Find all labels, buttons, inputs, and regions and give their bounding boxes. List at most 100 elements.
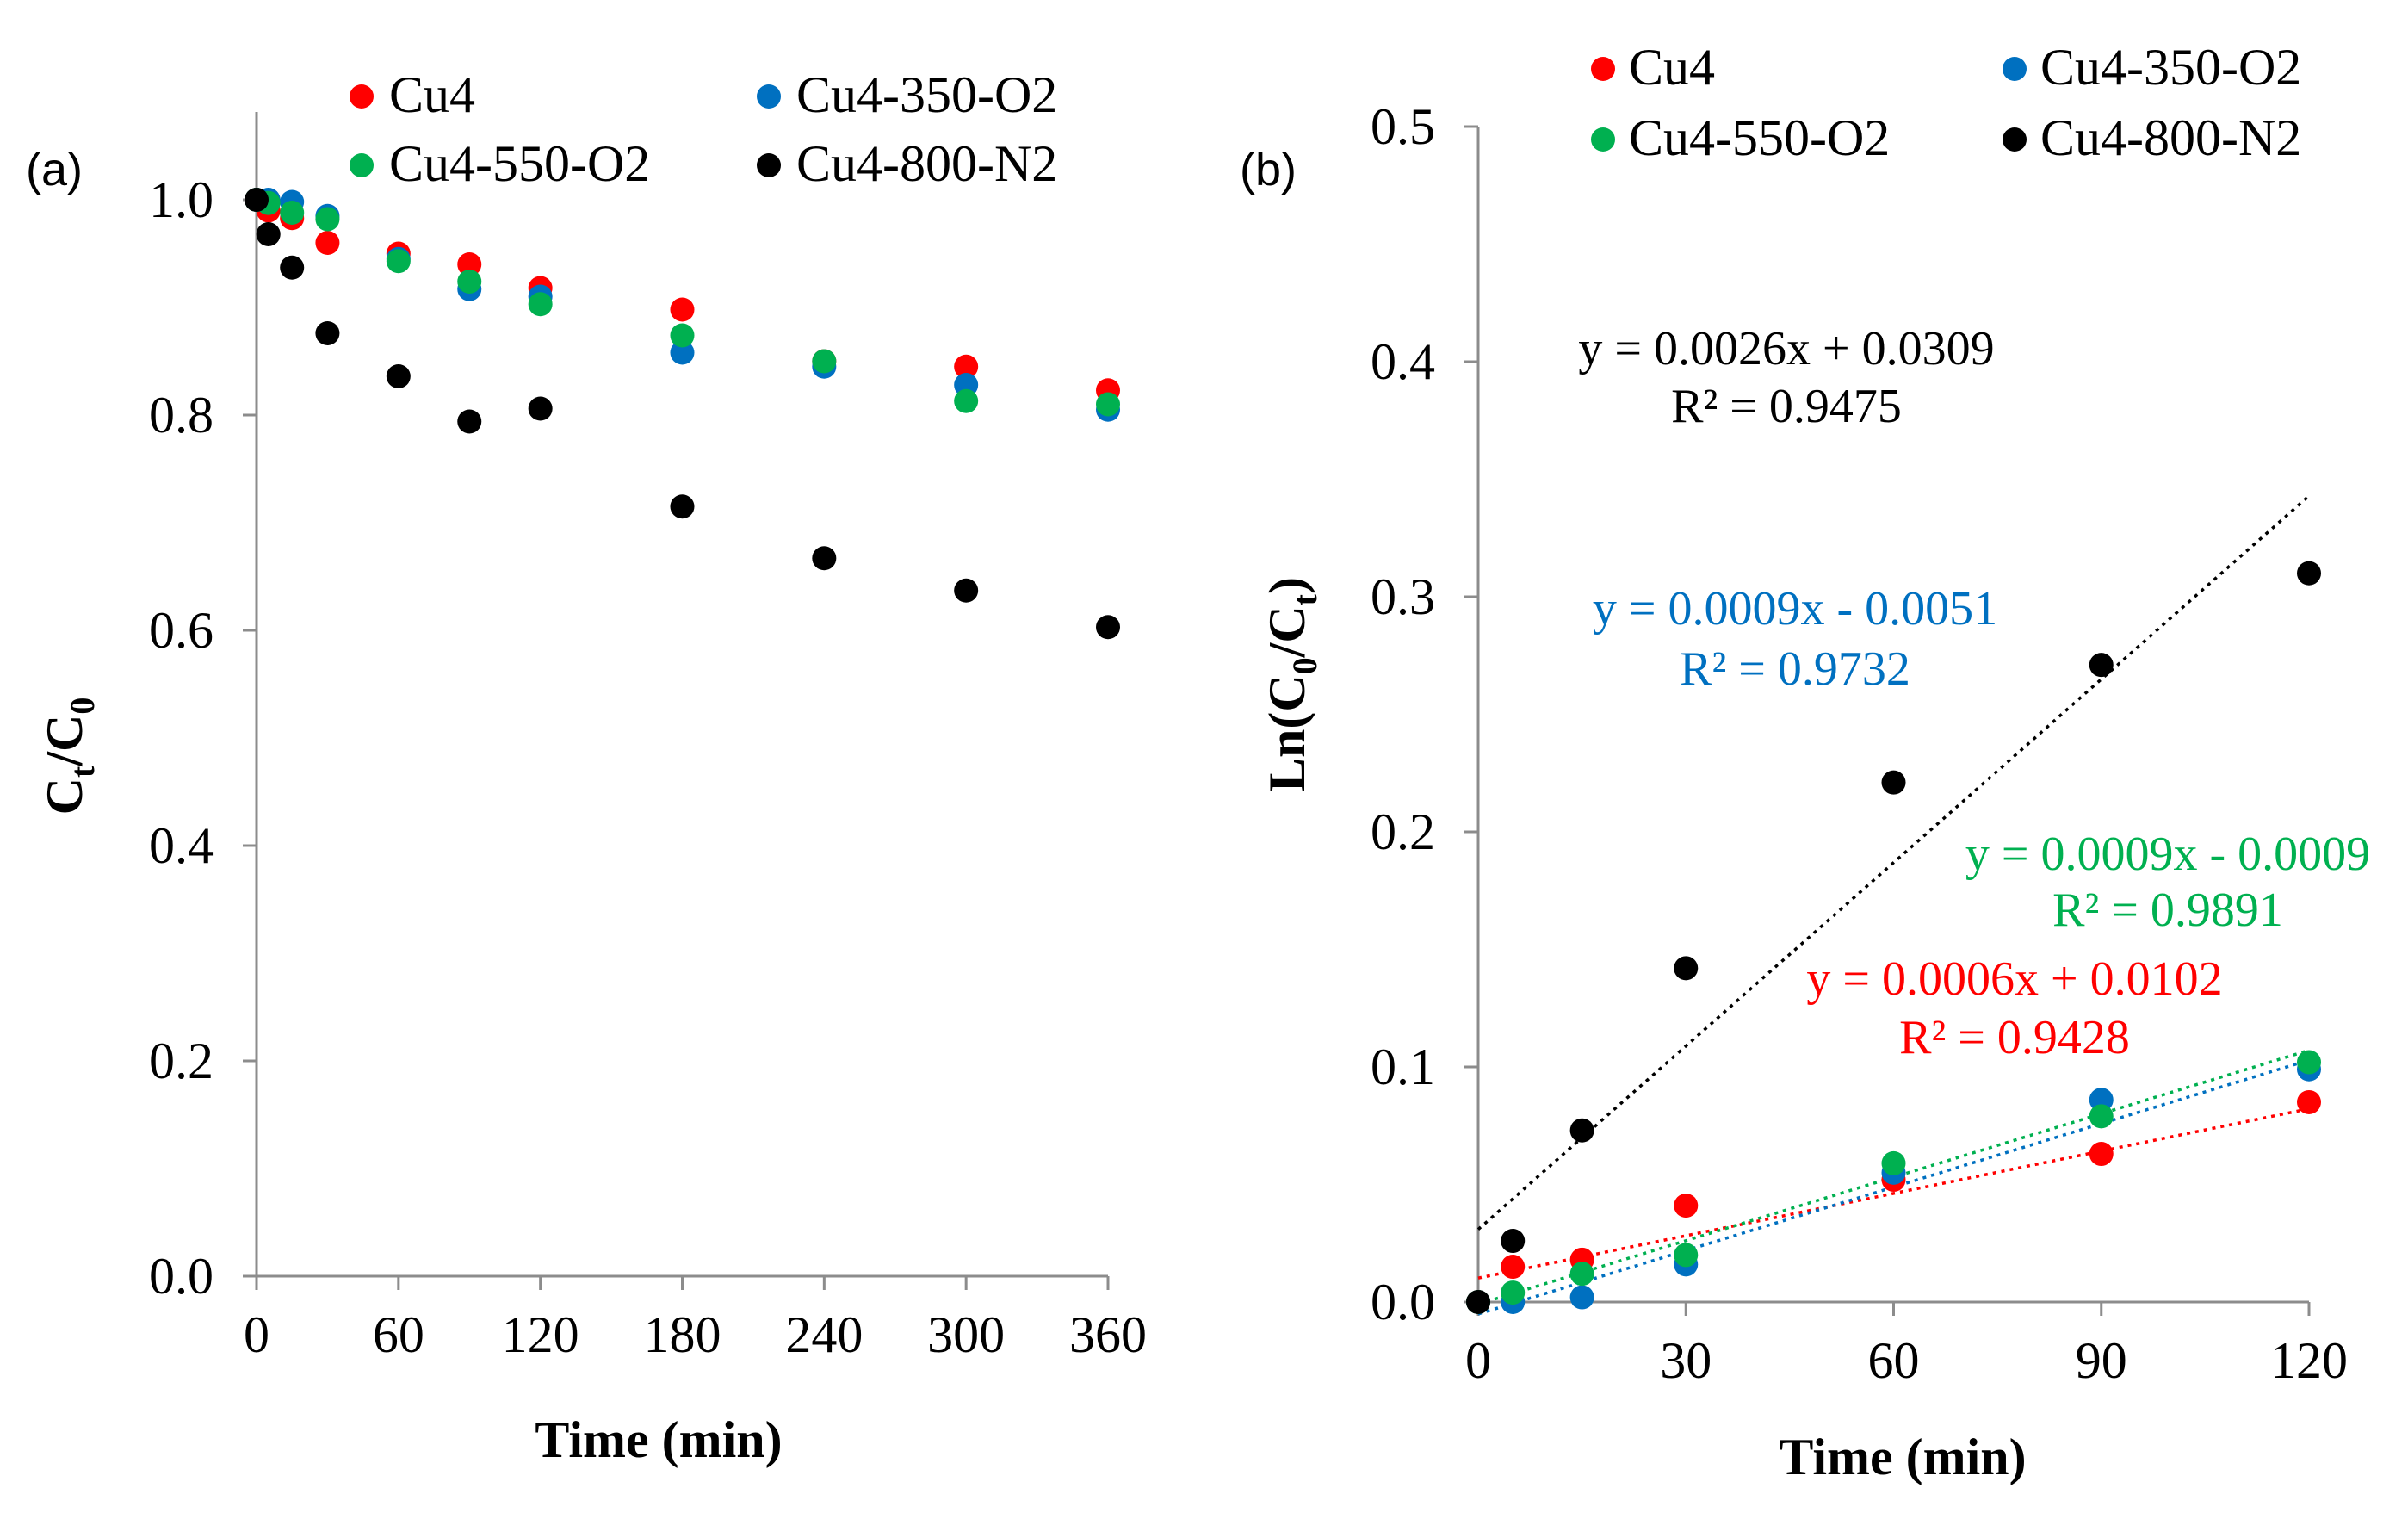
data-point: [280, 255, 305, 280]
data-point: [1096, 392, 1120, 417]
legend-marker: [757, 153, 781, 177]
chart-panel-1: (b) 0 30 60 90 120 0.0 0.1 0.2 0.3 0.4 0.5 Time (min…: [1240, 39, 2370, 1485]
y-axis-title: Ln(C0/Ct): [1259, 577, 1324, 792]
data-point: [812, 349, 837, 374]
legend-marker: [1591, 57, 1615, 81]
data-point: [256, 222, 281, 246]
y-tick-label: 0.3: [1371, 568, 1435, 625]
data-point: [670, 340, 695, 365]
x-tick-label: 120: [2270, 1332, 2348, 1389]
data-point: [954, 388, 979, 413]
y-tick-label: 0.4: [149, 817, 214, 874]
data-point: [1674, 1243, 1699, 1268]
data-point: [670, 494, 695, 519]
y-tick-label: 0.8: [149, 387, 214, 443]
data-point: [954, 578, 979, 603]
data-point: [245, 188, 269, 212]
y-tick-label: 0.6: [149, 602, 214, 659]
data-point: [1096, 615, 1120, 640]
legend-label: Cu4-800-N2: [2040, 109, 2301, 166]
legend-label: Cu4-350-O2: [2040, 39, 2301, 96]
data-point: [315, 321, 340, 345]
x-tick-label: 360: [1069, 1306, 1147, 1363]
data-point: [1674, 956, 1699, 981]
legend-marker: [2003, 127, 2027, 152]
y-tick-label: 0.0: [1371, 1274, 1435, 1330]
trend-r2: R² = 0.9732: [1680, 642, 1910, 696]
legend-label: Cu4: [1629, 39, 1715, 96]
chart-panel-0: (a) 0 60 120 180 240 300 360 0.0 0.2 0.4 0.6 0.8 1.0 T…: [26, 66, 1147, 1468]
y-axis-title: Ct/C0: [36, 698, 102, 815]
data-point: [528, 292, 553, 317]
data-point: [1674, 1194, 1699, 1218]
trend-equation: y = 0.0009x - 0.0051: [1593, 582, 1997, 636]
data-point: [2297, 1050, 2321, 1075]
series-cu4: [1466, 1089, 2321, 1314]
data-point: [1501, 1255, 1526, 1280]
data-point: [386, 249, 411, 274]
data-point: [1466, 1290, 1490, 1314]
x-tick-label: 300: [927, 1306, 1005, 1363]
panel-label: (a): [26, 144, 83, 195]
legend-label: Cu4: [389, 66, 475, 123]
trendline-cu4: [1477, 1107, 2310, 1280]
x-tick-label: 180: [644, 1306, 721, 1363]
data-point: [457, 409, 482, 434]
y-tick-label: 0.0: [149, 1248, 214, 1305]
data-point: [1569, 1262, 1594, 1287]
data-point: [1569, 1285, 1594, 1310]
trend-equation: y = 0.0009x - 0.0009: [1965, 828, 2370, 881]
y-tick-label: 1.0: [149, 171, 214, 228]
legend-marker: [1591, 127, 1615, 152]
x-tick-label: 30: [1660, 1332, 1712, 1389]
x-tick-label: 120: [502, 1306, 579, 1363]
data-point: [280, 201, 305, 225]
data-point: [2089, 1104, 2114, 1129]
x-axis-title: Time (min): [535, 1411, 782, 1468]
x-tick-label: 60: [1868, 1332, 1920, 1389]
data-point: [1501, 1229, 1526, 1254]
x-tick-label: 0: [244, 1306, 269, 1363]
y-tick-label: 0.4: [1371, 333, 1435, 390]
data-point: [2297, 1089, 2321, 1114]
legend-marker: [350, 84, 374, 109]
legend-label: Cu4-550-O2: [1629, 109, 1890, 166]
data-point: [528, 396, 553, 421]
y-tick-label: 0.5: [1371, 98, 1435, 155]
series-cu4-800-n2: [1466, 561, 2321, 1314]
data-point: [457, 252, 482, 276]
x-tick-label: 60: [373, 1306, 424, 1363]
y-tick-label: 0.2: [149, 1032, 214, 1089]
panel-label: (b): [1240, 144, 1297, 195]
data-point: [2297, 561, 2321, 586]
trend-r2: R² = 0.9475: [1671, 380, 1902, 433]
data-point: [670, 297, 695, 322]
data-point: [1881, 770, 1906, 795]
legend-marker: [757, 84, 781, 109]
trendline-cu4-800-n2: [1476, 494, 2311, 1231]
x-axis-title: Time (min): [1779, 1429, 2026, 1485]
data-point: [315, 207, 340, 232]
x-tick-label: 0: [1465, 1332, 1491, 1389]
legend-marker: [350, 153, 374, 177]
data-point: [954, 354, 979, 379]
legend-label: Cu4-800-N2: [796, 135, 1057, 192]
data-point: [2089, 1142, 2114, 1167]
legend: Cu4 Cu4-350-O2 Cu4-550-O2 Cu4-800-N2: [1591, 39, 2301, 166]
trend-equation: y = 0.0006x + 0.0102: [1806, 952, 2222, 1006]
legend-label: Cu4-550-O2: [389, 135, 650, 192]
legend-label: Cu4-350-O2: [796, 66, 1057, 123]
data-point: [1501, 1280, 1526, 1305]
data-point: [315, 231, 340, 255]
data-point: [386, 364, 411, 388]
data-point: [1881, 1150, 1906, 1175]
data-point: [1569, 1118, 1594, 1143]
legend: Cu4 Cu4-350-O2 Cu4-550-O2 Cu4-800-N2: [350, 66, 1057, 192]
x-tick-label: 90: [2076, 1332, 2127, 1389]
trendline-cu4-350-o2: [1477, 1058, 2310, 1316]
trend-equation: y = 0.0026x + 0.0309: [1578, 322, 1994, 375]
data-point: [2089, 653, 2114, 678]
trendline-cu4-550-o2: [1477, 1048, 2310, 1306]
x-tick-label: 240: [785, 1306, 863, 1363]
